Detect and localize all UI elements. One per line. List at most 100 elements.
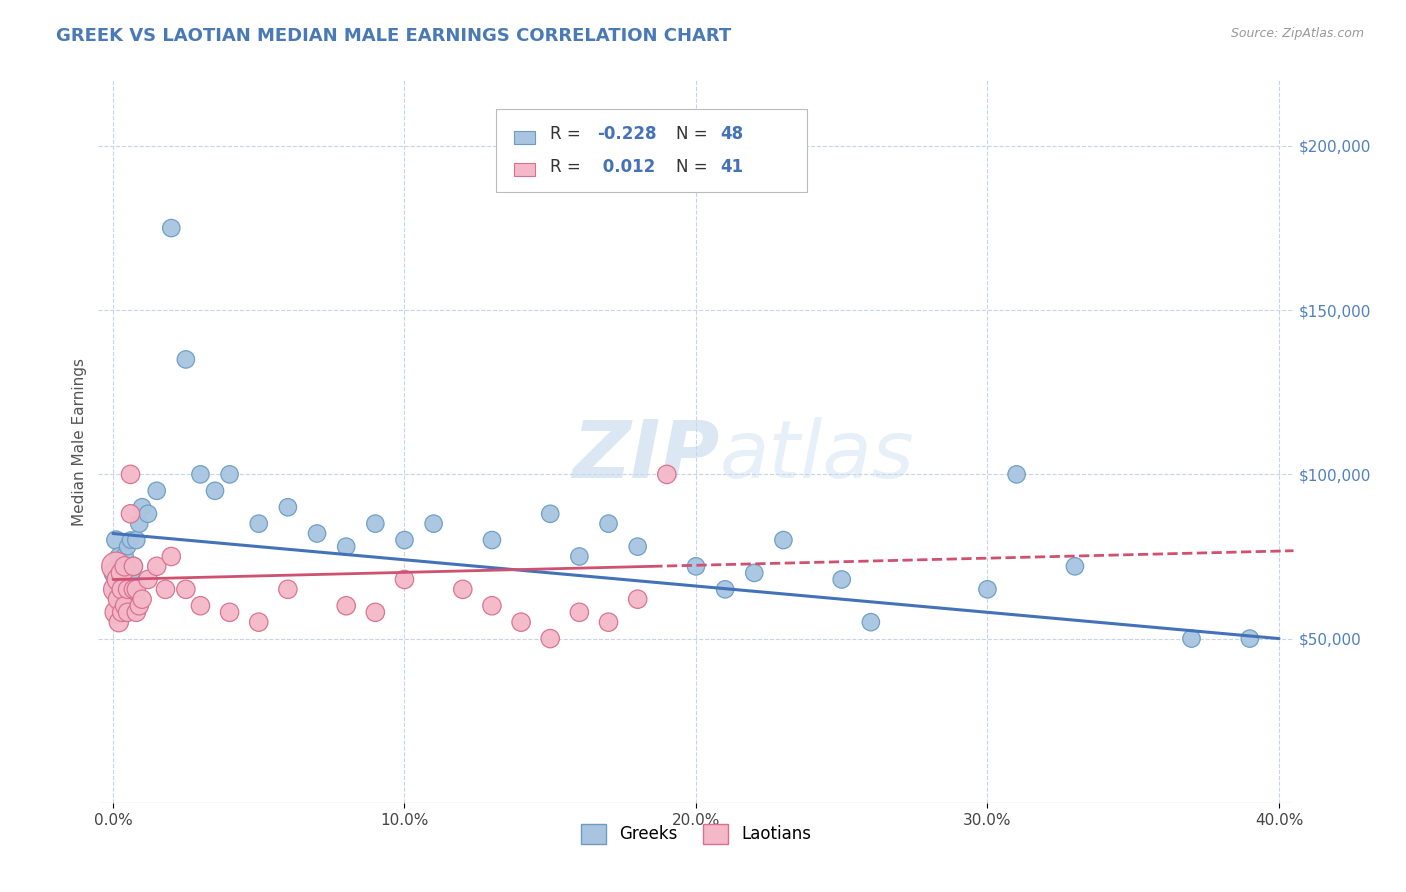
Point — [655, 467, 678, 482]
Point — [174, 582, 197, 597]
Text: Source: ZipAtlas.com: Source: ZipAtlas.com — [1230, 27, 1364, 40]
Y-axis label: Median Male Earnings: Median Male Earnings — [72, 358, 87, 525]
FancyBboxPatch shape — [496, 109, 807, 193]
Point — [685, 559, 707, 574]
Point — [160, 221, 183, 235]
Point — [155, 582, 177, 597]
Text: 48: 48 — [720, 126, 744, 144]
Point — [114, 559, 136, 574]
Point — [568, 605, 591, 619]
Point — [218, 605, 240, 619]
Text: N =: N = — [676, 158, 713, 176]
Point — [568, 549, 591, 564]
Point — [104, 566, 127, 580]
Point — [145, 559, 167, 574]
Point — [117, 540, 139, 554]
Text: N =: N = — [676, 126, 713, 144]
Point — [394, 533, 416, 547]
Point — [247, 516, 270, 531]
Point — [125, 582, 148, 597]
Point — [831, 573, 853, 587]
Point — [111, 582, 134, 597]
Point — [481, 599, 503, 613]
Point — [108, 615, 131, 630]
Point — [598, 615, 620, 630]
Point — [247, 615, 270, 630]
Point — [111, 573, 134, 587]
Point — [277, 500, 299, 515]
Point — [190, 467, 212, 482]
Bar — [515, 163, 536, 176]
Point — [111, 559, 134, 574]
Point — [160, 549, 183, 564]
Point — [538, 632, 561, 646]
Text: R =: R = — [550, 126, 585, 144]
Point — [422, 516, 444, 531]
Point — [120, 566, 142, 580]
Point — [128, 599, 150, 613]
Point — [364, 516, 387, 531]
Point — [114, 549, 136, 564]
Point — [1180, 632, 1202, 646]
Legend: Greeks, Laotians: Greeks, Laotians — [572, 815, 820, 852]
Point — [104, 605, 127, 619]
Point — [108, 592, 131, 607]
Point — [131, 592, 153, 607]
Point — [481, 533, 503, 547]
Point — [538, 507, 561, 521]
Point — [1064, 559, 1087, 574]
Text: R =: R = — [550, 158, 585, 176]
Point — [451, 582, 474, 597]
Point — [136, 573, 159, 587]
Point — [1239, 632, 1261, 646]
Point — [714, 582, 737, 597]
Point — [305, 526, 328, 541]
Point — [104, 559, 127, 574]
Point — [108, 549, 131, 564]
Point — [120, 507, 142, 521]
Point — [976, 582, 998, 597]
Point — [190, 599, 212, 613]
Point — [117, 573, 139, 587]
Point — [128, 516, 150, 531]
Point — [114, 599, 136, 613]
Point — [111, 599, 134, 613]
Point — [117, 582, 139, 597]
Point — [510, 615, 533, 630]
Point — [122, 559, 145, 574]
Text: 41: 41 — [720, 158, 744, 176]
Point — [627, 592, 650, 607]
Point — [277, 582, 299, 597]
Point — [335, 540, 357, 554]
Point — [742, 566, 765, 580]
Point — [117, 605, 139, 619]
Point — [125, 533, 148, 547]
Point — [125, 605, 148, 619]
Point — [104, 533, 127, 547]
Point — [218, 467, 240, 482]
Point — [122, 559, 145, 574]
Point — [174, 352, 197, 367]
Point — [364, 605, 387, 619]
Point — [122, 582, 145, 597]
Text: 0.012: 0.012 — [598, 158, 655, 176]
Text: -0.228: -0.228 — [598, 126, 657, 144]
Point — [120, 533, 142, 547]
Bar — [515, 131, 536, 144]
Point — [104, 582, 127, 597]
Point — [111, 605, 134, 619]
Point — [394, 573, 416, 587]
Point — [627, 540, 650, 554]
Point — [136, 507, 159, 521]
Point — [335, 599, 357, 613]
Point — [145, 483, 167, 498]
Point — [108, 582, 131, 597]
Point — [111, 566, 134, 580]
Point — [598, 516, 620, 531]
Point — [122, 582, 145, 597]
Point — [120, 467, 142, 482]
Point — [108, 573, 131, 587]
Point — [204, 483, 226, 498]
Text: ZIP: ZIP — [572, 417, 720, 495]
Point — [114, 592, 136, 607]
